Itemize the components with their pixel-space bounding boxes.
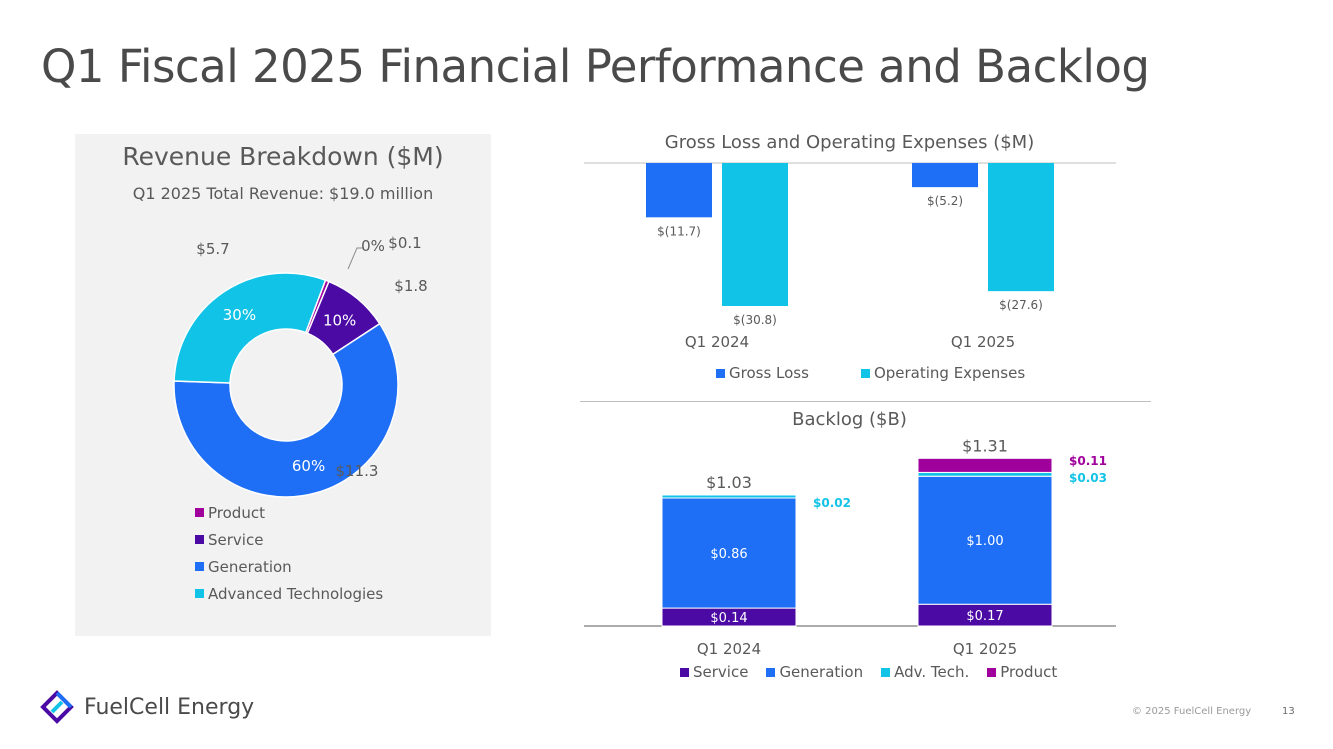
legend-swatch-backlog-adv-tech [881,667,891,677]
loss-category-label-q1-2025: Q1 2025 [951,333,1015,351]
backlog-bar-generation-q1-2024 [661,497,797,609]
legend-label-backlog-generation: Generation [779,663,864,681]
legend-item-gross-loss: Gross Loss [716,364,809,382]
backlog-label-adv-tech-q1-2024: $0.02 [813,496,851,510]
revenue-chart-title: Revenue Breakdown ($M) [122,142,444,171]
legend-label-backlog-product: Product [1000,663,1058,681]
legend-item-backlog-generation: Generation [766,663,863,681]
backlog-bar-adv-tech-q1-2025 [917,471,1053,477]
section-divider [580,401,1151,402]
company-name: FuelCell Energy [84,694,255,720]
bar-label-operating-expenses-q1-2025: $(27.6) [999,298,1043,312]
gross-loss-chart: $(11.7) $(30.8) Q1 2024 $(5.2) $(27.6) Q1 202… [584,162,1116,351]
gross-loss-legend: Gross Loss Operating Expenses [716,364,1047,382]
bar-label-gross-loss-q1-2025: $(5.2) [927,194,963,208]
legend-label-gross-loss: Gross Loss [729,364,809,382]
donut-value-product: $0.1 [388,234,421,252]
gross-loss-chart-title: Gross Loss and Operating Expenses ($M) [664,132,1035,153]
backlog-label-generation-q1-2025: $1.00 [966,534,1003,549]
backlog-label-adv-tech-q1-2025: $0.03 [1069,471,1107,485]
donut-slice-advanced-technologies [173,272,327,384]
legend-swatch-service [195,535,204,544]
backlog-legend: Service Generation Adv. Tech. Product [680,663,1079,681]
legend-label-advanced-technologies: Advanced Technologies [208,584,384,603]
backlog-total-q1-2024: $1.03 [706,473,752,492]
legend-label-operating-expenses: Operating Expenses [873,364,1026,382]
legend-item-generation: Generation [195,553,383,580]
backlog-label-service-q1-2024: $0.14 [710,611,747,626]
legend-swatch-generation [195,562,204,571]
revenue-legend: Product Service Generation Advanced Tech… [195,499,383,607]
revenue-donut-chart: 10% 60% 30% $0.1 $1.8 $11.3 $5.7 0% [173,234,428,498]
legend-item-advanced-technologies: Advanced Technologies [195,580,383,607]
donut-percent-service: 10% [323,311,356,329]
backlog-label-generation-q1-2024: $0.86 [710,547,747,562]
legend-swatch-backlog-generation [766,667,776,677]
bar-gross-loss-q1-2025 [912,163,978,188]
donut-value-service: $1.8 [394,277,427,295]
company-logo: FuelCell Energy [40,690,254,724]
bar-gross-loss-q1-2024 [646,163,712,218]
backlog-bar-generation-q1-2025 [917,475,1053,605]
bar-label-gross-loss-q1-2024: $(11.7) [657,224,701,238]
backlog-label-product-q1-2025: $0.11 [1069,454,1107,468]
donut-percent-product: 0% [361,237,385,255]
donut-value-advanced-technologies: $5.7 [196,240,229,258]
bar-label-operating-expenses-q1-2024: $(30.8) [733,313,777,327]
legend-label-generation: Generation [208,557,292,576]
loss-category-label-q1-2024: Q1 2024 [685,333,749,351]
copyright-text: © 2025 FuelCell Energy [1132,706,1252,717]
legend-swatch-backlog-service [680,667,689,677]
legend-label-backlog-adv-tech: Adv. Tech. [894,663,970,681]
backlog-bar-adv-tech-q1-2024 [661,494,797,499]
legend-item-operating-expenses: Operating Expenses [860,364,1026,382]
donut-leader-line-product [347,247,364,270]
legend-item-backlog-adv-tech: Adv. Tech. [881,663,969,681]
donut-value-generation: $11.3 [336,462,379,480]
backlog-bar-product-q1-2025 [917,457,1053,473]
backlog-category-label-q1-2025: Q1 2025 [953,640,1017,658]
backlog-label-service-q1-2025: $0.17 [966,609,1003,624]
revenue-chart-subtitle: Q1 2025 Total Revenue: $19.0 million [132,184,434,203]
legend-swatch-gross-loss [716,368,725,378]
bar-operating-expenses-q1-2024 [722,163,788,306]
donut-percent-advanced-technologies: 30% [223,306,256,324]
legend-item-backlog-product: Product [987,663,1057,681]
donut-slice-generation [173,322,399,498]
legend-swatch-advanced-technologies [195,589,204,598]
legend-item-product: Product [195,499,383,526]
legend-swatch-backlog-product [987,667,997,677]
legend-swatch-product [195,508,204,517]
donut-percent-generation: 60% [292,457,325,475]
backlog-chart-title: Backlog ($B) [792,409,907,430]
page-number: 13 [1282,706,1295,717]
bar-operating-expenses-q1-2025 [988,163,1054,292]
revenue-panel: Revenue Breakdown ($M) Q1 2025 Total Rev… [75,134,491,636]
fuelcell-logo-icon [40,690,74,724]
backlog-total-q1-2025: $1.31 [962,436,1008,455]
legend-item-backlog-service: Service [680,663,748,681]
legend-item-service: Service [195,526,383,553]
legend-label-product: Product [208,503,265,522]
backlog-category-label-q1-2024: Q1 2024 [697,640,761,658]
legend-label-backlog-service: Service [693,663,749,681]
slide-title: Q1 Fiscal 2025 Financial Performance and… [41,40,1150,93]
backlog-chart: $0.14 $0.86 $1.03 Q1 2024 $0.17 $1.00 $1.31 Q1 … [584,436,1116,658]
legend-label-service: Service [208,530,264,549]
legend-swatch-operating-expenses [860,368,870,378]
